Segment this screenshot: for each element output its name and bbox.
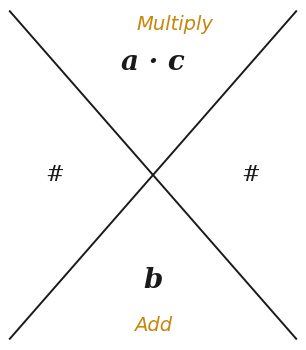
Text: #: #	[46, 164, 65, 186]
Text: a · c: a · c	[121, 49, 185, 77]
Text: Add: Add	[134, 316, 172, 335]
Text: #: #	[241, 164, 260, 186]
Text: Multiply: Multiply	[136, 15, 213, 34]
Text: b: b	[143, 266, 163, 294]
